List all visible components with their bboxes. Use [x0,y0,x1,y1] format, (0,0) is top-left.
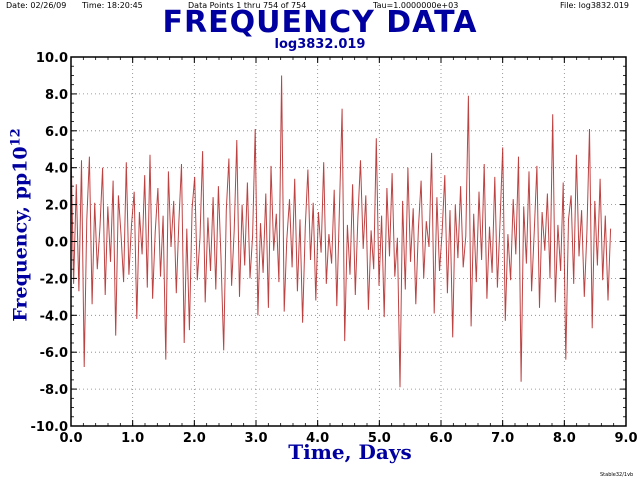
x-tick-label: 0.0 [59,431,82,446]
x-tick-label: 5.0 [368,431,391,446]
header-time: Time: 18:20:45 [82,1,143,10]
x-tick-label: 6.0 [429,431,452,446]
y-tick-label: -6.0 [40,346,68,361]
x-axis-ticks: 0.0 1.0 2.0 3.0 4.0 5.0 6.0 7.0 8.0 9.0 [59,57,638,446]
y-tick-label: 8.0 [45,88,68,103]
x-axis-label: Time, Days [288,440,412,464]
header-points: Data Points 1 thru 754 of 754 [188,1,307,10]
header-file: File: log3832.019 [560,1,629,10]
y-tick-label: -4.0 [40,309,68,324]
y-tick-label: -10.0 [31,420,68,435]
y-tick-label: 10.0 [36,51,68,66]
y-axis-ticks: 10.0 8.0 6.0 4.0 2.0 0.0 -2.0 -4.0 -6.0 -8.0 -10.0 [31,51,626,435]
x-tick-label: 9.0 [614,431,637,446]
y-tick-label: -8.0 [40,383,68,398]
x-tick-label: 4.0 [306,431,329,446]
y-axis-label: Frequency, pp1012 [8,128,32,322]
footer-credit: Stable32/1vb [600,472,634,478]
x-tick-label: 8.0 [553,431,576,446]
header-date: Date: 02/26/09 [6,1,67,10]
chart-title: FREQUENCY DATA [162,5,478,40]
x-tick-label: 2.0 [183,431,206,446]
y-tick-label: 0.0 [45,236,68,251]
y-tick-label: 6.0 [45,125,68,140]
y-tick-label: 4.0 [45,162,68,177]
frequency-series-line [70,75,612,388]
y-tick-label: -2.0 [40,272,68,287]
chart-subtitle: log3832.019 [274,37,366,52]
data-series [70,75,612,388]
y-tick-label: 2.0 [45,199,68,214]
header-tau: Tau=1.0000000e+03 [373,1,459,10]
x-tick-label: 3.0 [244,431,267,446]
x-tick-label: 7.0 [491,431,514,446]
x-tick-label: 1.0 [121,431,144,446]
